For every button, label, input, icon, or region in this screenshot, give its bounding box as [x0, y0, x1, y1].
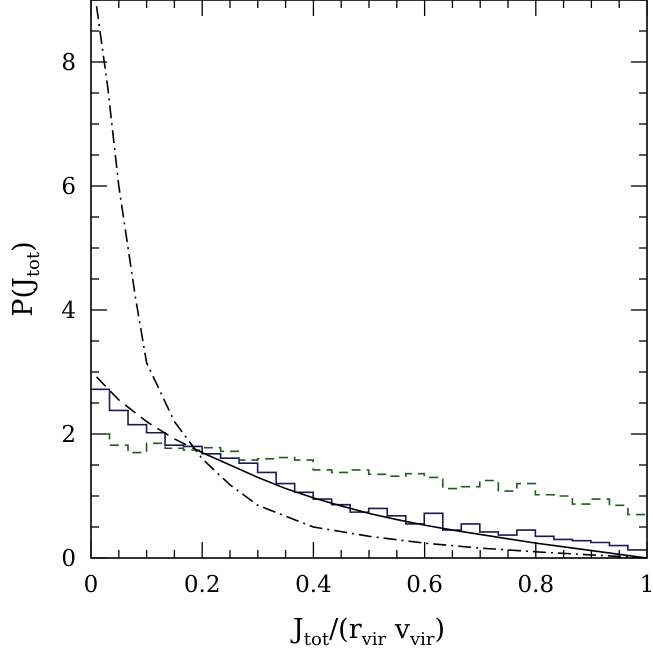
x-tick-label: 0.2 [184, 572, 221, 598]
y-axis-label: P(Jtot) [8, 241, 44, 316]
series-fit-long-dash [95, 376, 203, 454]
series-layer [91, 6, 648, 559]
series-fit-solid [201, 451, 648, 559]
x-tick-label: 0.8 [518, 572, 555, 598]
axis-ticks [90, 0, 648, 559]
x-axis-label: Jtot/(rvir vvir) [290, 614, 445, 650]
y-tick-label: 6 [61, 174, 76, 200]
tick-labels: 0 0.2 0.4 0.6 0.8 1 0 2 4 6 8 [61, 50, 653, 598]
x-tick-label: 0.6 [406, 572, 443, 598]
y-tick-label: 0 [61, 546, 76, 572]
y-tick-label: 2 [61, 422, 76, 448]
x-tick-label: 1 [640, 572, 653, 598]
plot-frame [90, 0, 648, 559]
x-tick-label: 0.4 [295, 572, 332, 598]
series-histogram-dashed-green [91, 433, 647, 516]
series-fit-dash-dot [95, 6, 648, 559]
y-tick-label: 8 [61, 50, 76, 76]
y-tick-label: 4 [61, 298, 76, 324]
series-histogram-solid [91, 388, 647, 551]
x-tick-label: 0 [84, 572, 99, 598]
